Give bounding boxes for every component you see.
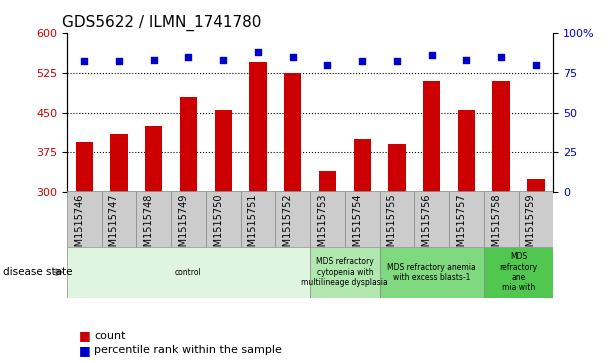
Point: [461, 57, 471, 63]
Point: [149, 57, 159, 63]
Text: MDS
refractory
ane
mia with: MDS refractory ane mia with: [500, 252, 537, 292]
Bar: [414, 191, 449, 247]
Point: [184, 54, 193, 60]
Bar: [180, 97, 197, 192]
Text: disease state: disease state: [3, 267, 72, 277]
Bar: [310, 191, 345, 247]
Point: [392, 58, 402, 64]
Text: GSM1515752: GSM1515752: [283, 193, 292, 259]
Bar: [67, 247, 310, 298]
Text: ■: ■: [79, 329, 91, 342]
Text: GSM1515755: GSM1515755: [387, 193, 397, 259]
Text: count: count: [94, 331, 126, 341]
Bar: [67, 191, 102, 247]
Text: GSM1515757: GSM1515757: [457, 193, 466, 259]
Bar: [423, 81, 440, 192]
Bar: [171, 191, 206, 247]
Bar: [345, 191, 379, 247]
Point: [80, 58, 89, 64]
Text: control: control: [175, 268, 202, 277]
Bar: [484, 247, 553, 298]
Bar: [145, 126, 162, 192]
Text: GSM1515759: GSM1515759: [526, 193, 536, 259]
Text: GSM1515754: GSM1515754: [352, 193, 362, 259]
Bar: [110, 134, 128, 192]
Bar: [484, 191, 519, 247]
Bar: [284, 73, 302, 192]
Text: GSM1515753: GSM1515753: [317, 193, 328, 259]
Point: [253, 49, 263, 55]
Bar: [75, 142, 93, 192]
Bar: [492, 81, 510, 192]
Point: [114, 58, 124, 64]
Text: GSM1515748: GSM1515748: [143, 193, 154, 259]
Bar: [353, 139, 371, 192]
Point: [218, 57, 228, 63]
Text: GSM1515747: GSM1515747: [109, 193, 119, 259]
Bar: [458, 110, 475, 192]
Point: [323, 62, 333, 68]
Point: [496, 54, 506, 60]
Point: [531, 62, 541, 68]
Bar: [449, 191, 484, 247]
Text: MDS refractory anemia
with excess blasts-1: MDS refractory anemia with excess blasts…: [387, 262, 476, 282]
Text: GSM1515746: GSM1515746: [74, 193, 85, 259]
Text: ■: ■: [79, 344, 91, 357]
Bar: [519, 191, 553, 247]
Point: [427, 52, 437, 58]
Bar: [136, 191, 171, 247]
Text: GSM1515751: GSM1515751: [248, 193, 258, 259]
Text: GDS5622 / ILMN_1741780: GDS5622 / ILMN_1741780: [62, 15, 261, 31]
Bar: [379, 191, 414, 247]
Point: [288, 54, 297, 60]
Bar: [389, 144, 406, 192]
Bar: [206, 191, 241, 247]
Text: GSM1515758: GSM1515758: [491, 193, 501, 259]
Point: [358, 58, 367, 64]
Bar: [215, 110, 232, 192]
Text: GSM1515756: GSM1515756: [422, 193, 432, 259]
Bar: [241, 191, 275, 247]
Bar: [102, 191, 136, 247]
Bar: [275, 191, 310, 247]
Bar: [249, 62, 267, 192]
Bar: [527, 179, 545, 192]
Text: GSM1515750: GSM1515750: [213, 193, 223, 259]
Text: GSM1515749: GSM1515749: [179, 193, 188, 259]
Bar: [310, 247, 379, 298]
Text: MDS refractory
cytopenia with
multilineage dysplasia: MDS refractory cytopenia with multilinea…: [302, 257, 388, 287]
Bar: [379, 247, 484, 298]
Text: percentile rank within the sample: percentile rank within the sample: [94, 345, 282, 355]
Bar: [319, 171, 336, 192]
